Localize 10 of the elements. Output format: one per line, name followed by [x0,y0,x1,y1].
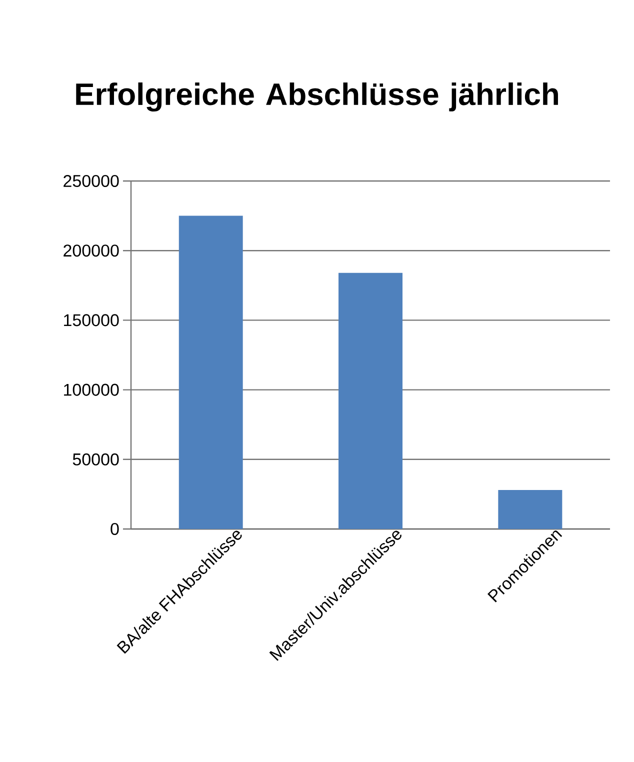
y-tick-label: 0 [110,522,119,536]
y-tick-label: 100000 [64,384,119,396]
bar [338,272,403,529]
y-tick-label: 50000 [72,453,119,466]
y-tick-label: 150000 [64,314,119,326]
bar [178,216,243,529]
bar [498,490,562,529]
y-tick-label: 200000 [64,244,119,257]
chart-title: Erfolgreiche Abschlüsse jährlich [76,82,558,112]
y-tick-label: 250000 [64,174,119,188]
